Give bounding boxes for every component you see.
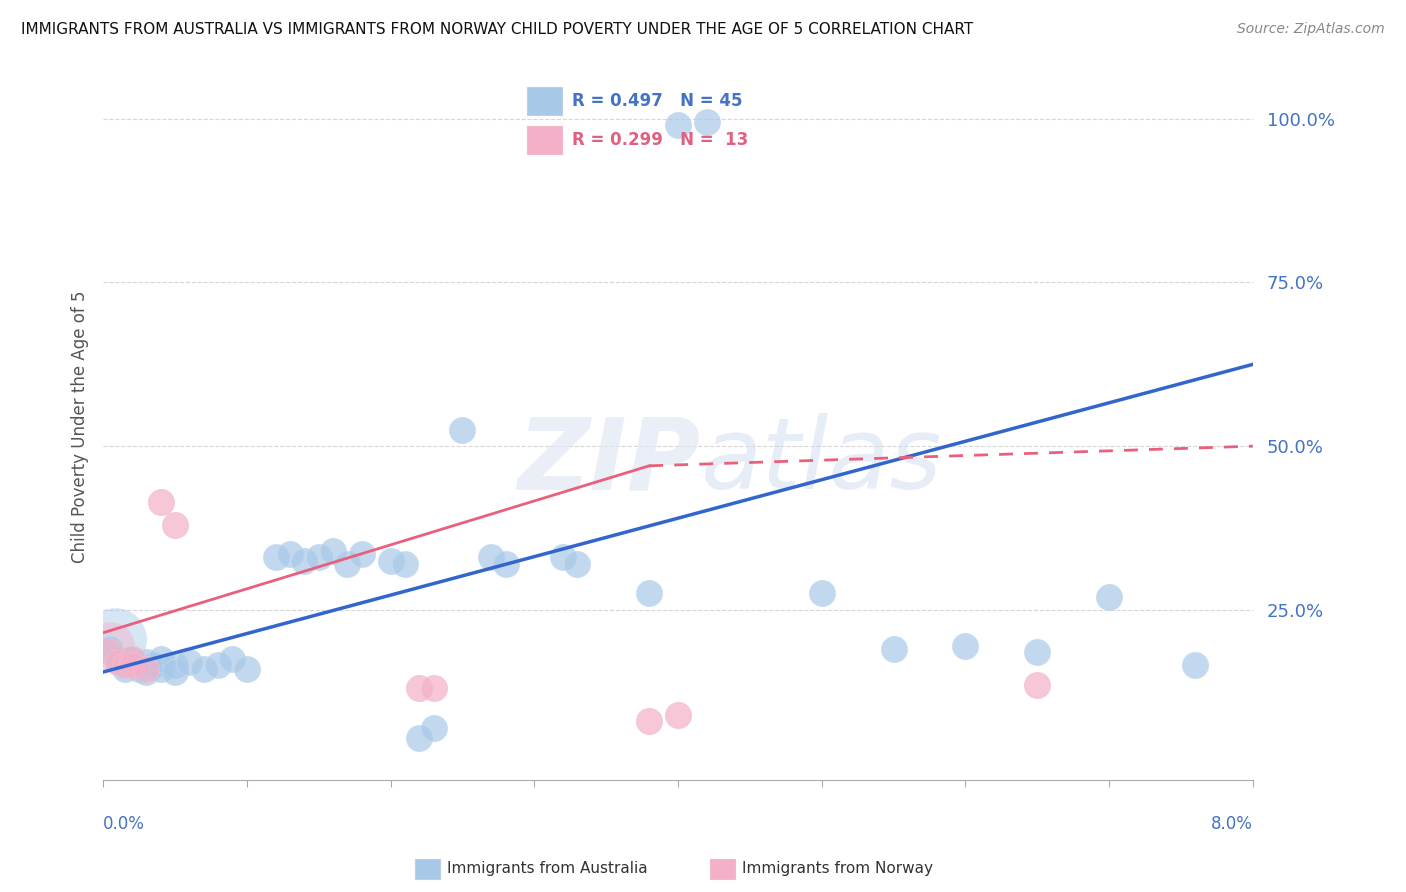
Point xyxy=(666,707,689,722)
Point xyxy=(1184,658,1206,673)
Point xyxy=(422,681,444,696)
Point xyxy=(104,632,127,647)
Point xyxy=(163,517,186,532)
Point xyxy=(638,714,661,728)
Point xyxy=(336,557,359,571)
Point xyxy=(107,655,129,669)
Text: IMMIGRANTS FROM AUSTRALIA VS IMMIGRANTS FROM NORWAY CHILD POVERTY UNDER THE AGE : IMMIGRANTS FROM AUSTRALIA VS IMMIGRANTS … xyxy=(21,22,973,37)
Point xyxy=(114,662,136,676)
Text: atlas: atlas xyxy=(702,413,942,510)
Point xyxy=(1026,645,1049,659)
Point xyxy=(135,665,157,679)
Point xyxy=(278,547,301,561)
Point xyxy=(98,639,121,653)
Point xyxy=(163,658,186,673)
Point xyxy=(567,557,589,571)
Point xyxy=(135,655,157,669)
Point xyxy=(236,662,259,676)
Text: ZIP: ZIP xyxy=(517,413,702,510)
Point xyxy=(1026,678,1049,692)
Point xyxy=(810,586,832,600)
Point xyxy=(149,662,172,676)
Point xyxy=(179,655,201,669)
Point xyxy=(408,681,430,696)
Point xyxy=(495,557,517,571)
Point xyxy=(696,115,718,129)
Point xyxy=(142,658,165,673)
Point xyxy=(422,721,444,735)
Text: Immigrants from Norway: Immigrants from Norway xyxy=(742,862,934,876)
Point xyxy=(121,658,143,673)
Point xyxy=(350,547,373,561)
Text: Immigrants from Australia: Immigrants from Australia xyxy=(447,862,648,876)
Point xyxy=(394,557,416,571)
Point xyxy=(380,554,402,568)
Point xyxy=(207,658,229,673)
Text: 0.0%: 0.0% xyxy=(103,815,145,833)
Point xyxy=(193,662,215,676)
Point xyxy=(128,662,150,676)
Point xyxy=(221,652,243,666)
Point xyxy=(1098,590,1121,604)
Point xyxy=(121,652,143,666)
Point xyxy=(479,550,502,565)
Point xyxy=(114,658,136,673)
Point xyxy=(551,550,574,565)
Y-axis label: Child Poverty Under the Age of 5: Child Poverty Under the Age of 5 xyxy=(72,290,89,563)
Point xyxy=(98,645,121,659)
Point xyxy=(638,586,661,600)
Point xyxy=(883,642,905,657)
Point xyxy=(292,554,315,568)
Point xyxy=(163,665,186,679)
Point xyxy=(322,544,344,558)
Point xyxy=(149,495,172,509)
Point xyxy=(666,119,689,133)
Point xyxy=(121,652,143,666)
Point xyxy=(107,652,129,666)
Point xyxy=(121,658,143,673)
Text: Source: ZipAtlas.com: Source: ZipAtlas.com xyxy=(1237,22,1385,37)
Point xyxy=(955,639,977,653)
Point xyxy=(107,655,129,669)
Text: 8.0%: 8.0% xyxy=(1211,815,1253,833)
Point xyxy=(308,550,330,565)
Point xyxy=(98,642,121,657)
Point xyxy=(135,662,157,676)
Point xyxy=(408,731,430,745)
Point xyxy=(451,423,474,437)
Point xyxy=(114,658,136,673)
Point xyxy=(149,652,172,666)
Point xyxy=(264,550,287,565)
